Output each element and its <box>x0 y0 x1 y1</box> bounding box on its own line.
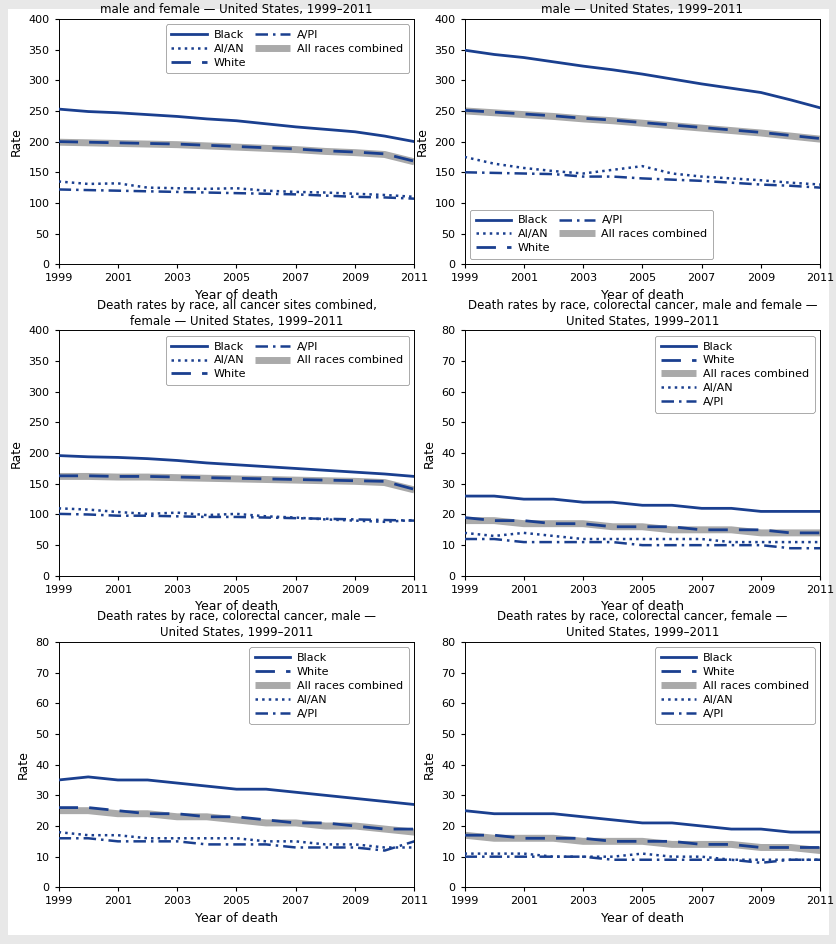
X-axis label: Year of death: Year of death <box>600 912 683 925</box>
Title: Death rates by race, colorectal cancer, female —
United States, 1999–2011: Death rates by race, colorectal cancer, … <box>497 611 787 639</box>
Title: Death rates by race, all cancer sites combined,
male — United States, 1999–2011: Death rates by race, all cancer sites co… <box>502 0 782 16</box>
Y-axis label: Rate: Rate <box>422 750 436 779</box>
Title: Death rates by race, colorectal cancer, male and female —
United States, 1999–20: Death rates by race, colorectal cancer, … <box>467 299 816 328</box>
Y-axis label: Rate: Rate <box>415 127 428 156</box>
Legend: Black, White, All races combined, AI/AN, A/PI: Black, White, All races combined, AI/AN,… <box>655 648 813 724</box>
Legend: Black, AI/AN, White, A/PI, All races combined: Black, AI/AN, White, A/PI, All races com… <box>166 25 408 74</box>
X-axis label: Year of death: Year of death <box>600 289 683 302</box>
X-axis label: Year of death: Year of death <box>195 600 278 614</box>
X-axis label: Year of death: Year of death <box>600 600 683 614</box>
Title: Death rates by race, all cancer sites combined,
male and female — United States,: Death rates by race, all cancer sites co… <box>96 0 376 16</box>
Legend: Black, White, All races combined, AI/AN, A/PI: Black, White, All races combined, AI/AN,… <box>249 648 408 724</box>
Y-axis label: Rate: Rate <box>10 439 23 467</box>
X-axis label: Year of death: Year of death <box>195 912 278 925</box>
Legend: Black, AI/AN, White, A/PI, All races combined: Black, AI/AN, White, A/PI, All races com… <box>470 210 712 259</box>
Title: Death rates by race, all cancer sites combined,
female — United States, 1999–201: Death rates by race, all cancer sites co… <box>96 299 376 328</box>
Title: Death rates by race, colorectal cancer, male —
United States, 1999–2011: Death rates by race, colorectal cancer, … <box>97 611 375 639</box>
Y-axis label: Rate: Rate <box>422 439 436 467</box>
Y-axis label: Rate: Rate <box>17 750 30 779</box>
Y-axis label: Rate: Rate <box>10 127 23 156</box>
Legend: Black, White, All races combined, AI/AN, A/PI: Black, White, All races combined, AI/AN,… <box>655 336 813 413</box>
Legend: Black, AI/AN, White, A/PI, All races combined: Black, AI/AN, White, A/PI, All races com… <box>166 336 408 385</box>
X-axis label: Year of death: Year of death <box>195 289 278 302</box>
